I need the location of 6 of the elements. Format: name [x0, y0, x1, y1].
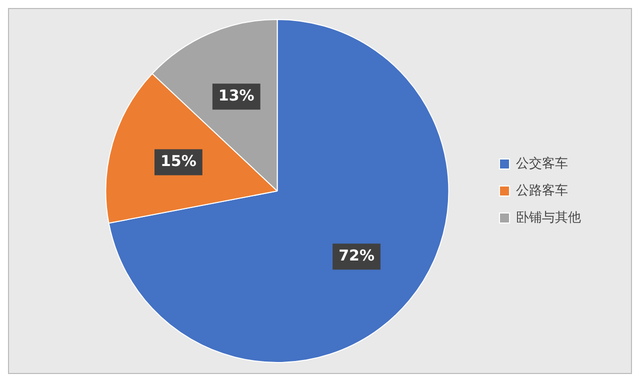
legend-label: 卧铺与其他: [516, 210, 581, 226]
data-label: 13%: [218, 86, 254, 104]
data-label: 72%: [338, 246, 374, 264]
legend-label: 公交客车: [516, 155, 568, 172]
legend-label: 公路客车: [516, 182, 568, 198]
data-label: 15%: [160, 152, 196, 170]
